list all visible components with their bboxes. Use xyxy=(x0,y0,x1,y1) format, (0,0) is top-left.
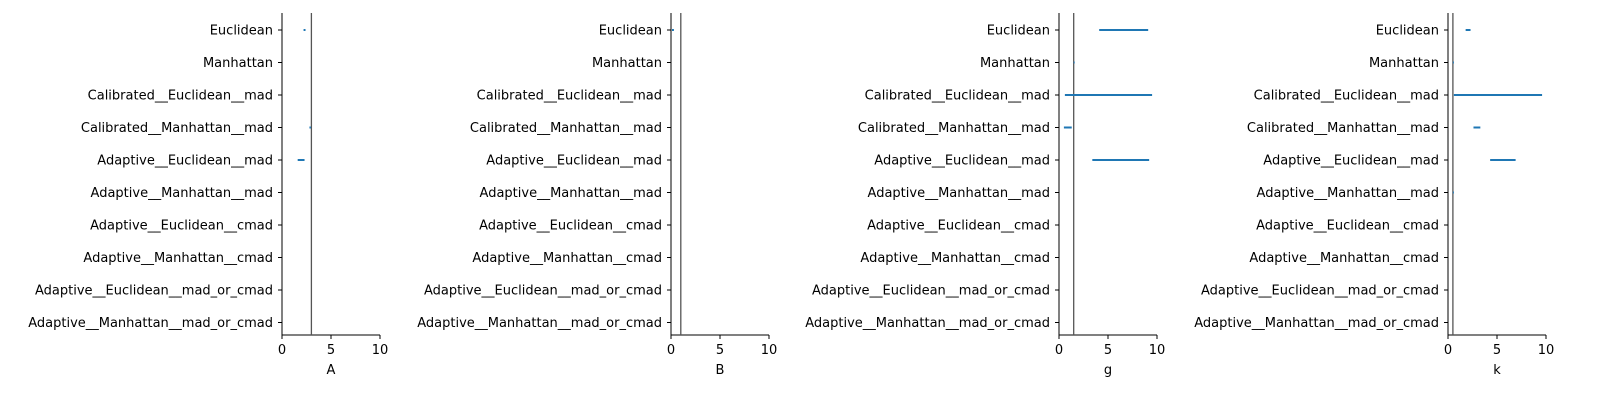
y-tick-label: Adaptive__Euclidean__mad_or_cmad xyxy=(35,284,273,299)
y-tick-label: Adaptive__Manhattan__mad_or_cmad xyxy=(1194,316,1439,331)
y-tick-label: Adaptive__Euclidean__mad xyxy=(97,154,273,169)
x-tick-label: 0 xyxy=(1444,343,1452,358)
y-tick-label: Adaptive__Manhattan__mad_or_cmad xyxy=(805,316,1050,331)
panel-A: Euclidean Manhattan Calibrated__Euclidean_… xyxy=(0,0,400,400)
y-tick-label: Adaptive__Euclidean__mad_or_cmad xyxy=(812,284,1050,299)
y-tick-label: Adaptive__Manhattan__mad xyxy=(91,186,273,201)
y-tick-label: Adaptive__Euclidean__cmad xyxy=(479,219,662,234)
y-tick-label: Adaptive__Euclidean__mad_or_cmad xyxy=(424,284,662,299)
panel-g: Euclidean Manhattan Calibrated__Euclidean_… xyxy=(777,0,1177,400)
y-tick-label: Calibrated__Euclidean__mad xyxy=(477,89,662,104)
y-tick-label: Adaptive__Euclidean__mad xyxy=(874,154,1050,169)
y-tick-label: Adaptive__Manhattan__mad_or_cmad xyxy=(28,316,273,331)
y-tick-label: Adaptive__Euclidean__mad xyxy=(486,154,662,169)
chart-svg-A: Euclidean Manhattan Calibrated__Euclidean_… xyxy=(28,13,389,378)
panel-B: Euclidean Manhattan Calibrated__Euclidean_… xyxy=(389,0,789,400)
x-axis-label: B xyxy=(716,363,725,378)
x-tick-label: 10 xyxy=(372,343,389,358)
y-tick-label: Manhattan xyxy=(592,56,662,71)
x-axis-label: k xyxy=(1493,363,1501,378)
y-tick-label: Adaptive__Manhattan__mad_or_cmad xyxy=(417,316,662,331)
y-tick-label: Adaptive__Manhattan__cmad xyxy=(1249,251,1439,266)
y-tick-label: Manhattan xyxy=(1369,56,1439,71)
x-tick-label: 0 xyxy=(667,343,675,358)
x-axis-label: g xyxy=(1104,363,1112,378)
chart-svg-B: Euclidean Manhattan Calibrated__Euclidean_… xyxy=(417,13,778,378)
y-tick-label: Adaptive__Euclidean__cmad xyxy=(1256,219,1439,234)
x-tick-label: 5 xyxy=(327,343,335,358)
y-tick-label: Euclidean xyxy=(599,24,662,39)
x-tick-label: 10 xyxy=(1149,343,1166,358)
y-tick-label: Calibrated__Manhattan__mad xyxy=(858,121,1050,136)
panel-k: Euclidean Manhattan Calibrated__Euclidean_… xyxy=(1166,0,1566,400)
y-tick-label: Calibrated__Euclidean__mad xyxy=(1254,89,1439,104)
y-tick-label: Euclidean xyxy=(987,24,1050,39)
x-axis-label: A xyxy=(327,363,336,378)
y-tick-label: Adaptive__Manhattan__cmad xyxy=(472,251,662,266)
x-tick-label: 5 xyxy=(716,343,724,358)
x-tick-label: 10 xyxy=(761,343,778,358)
y-tick-label: Calibrated__Manhattan__mad xyxy=(81,121,273,136)
y-tick-label: Adaptive__Manhattan__cmad xyxy=(860,251,1050,266)
chart-svg-g: Euclidean Manhattan Calibrated__Euclidean_… xyxy=(805,13,1166,378)
y-tick-label: Adaptive__Euclidean__cmad xyxy=(90,219,273,234)
x-tick-label: 0 xyxy=(1055,343,1063,358)
y-tick-label: Adaptive__Euclidean__mad_or_cmad xyxy=(1201,284,1439,299)
y-tick-label: Adaptive__Euclidean__cmad xyxy=(867,219,1050,234)
x-tick-label: 10 xyxy=(1538,343,1555,358)
y-tick-label: Manhattan xyxy=(980,56,1050,71)
y-tick-label: Adaptive__Euclidean__mad xyxy=(1263,154,1439,169)
y-tick-label: Calibrated__Manhattan__mad xyxy=(1247,121,1439,136)
y-tick-label: Euclidean xyxy=(210,24,273,39)
y-tick-label: Adaptive__Manhattan__mad xyxy=(868,186,1050,201)
x-tick-label: 0 xyxy=(278,343,286,358)
y-tick-label: Adaptive__Manhattan__cmad xyxy=(83,251,273,266)
y-tick-label: Manhattan xyxy=(203,56,273,71)
y-tick-label: Adaptive__Manhattan__mad xyxy=(1257,186,1439,201)
chart-svg-k: Euclidean Manhattan Calibrated__Euclidean_… xyxy=(1194,13,1555,378)
y-tick-label: Calibrated__Euclidean__mad xyxy=(88,89,273,104)
y-tick-label: Calibrated__Euclidean__mad xyxy=(865,89,1050,104)
x-tick-label: 5 xyxy=(1104,343,1112,358)
x-tick-label: 5 xyxy=(1493,343,1501,358)
y-tick-label: Euclidean xyxy=(1376,24,1439,39)
y-tick-label: Adaptive__Manhattan__mad xyxy=(480,186,662,201)
y-tick-label: Calibrated__Manhattan__mad xyxy=(470,121,662,136)
